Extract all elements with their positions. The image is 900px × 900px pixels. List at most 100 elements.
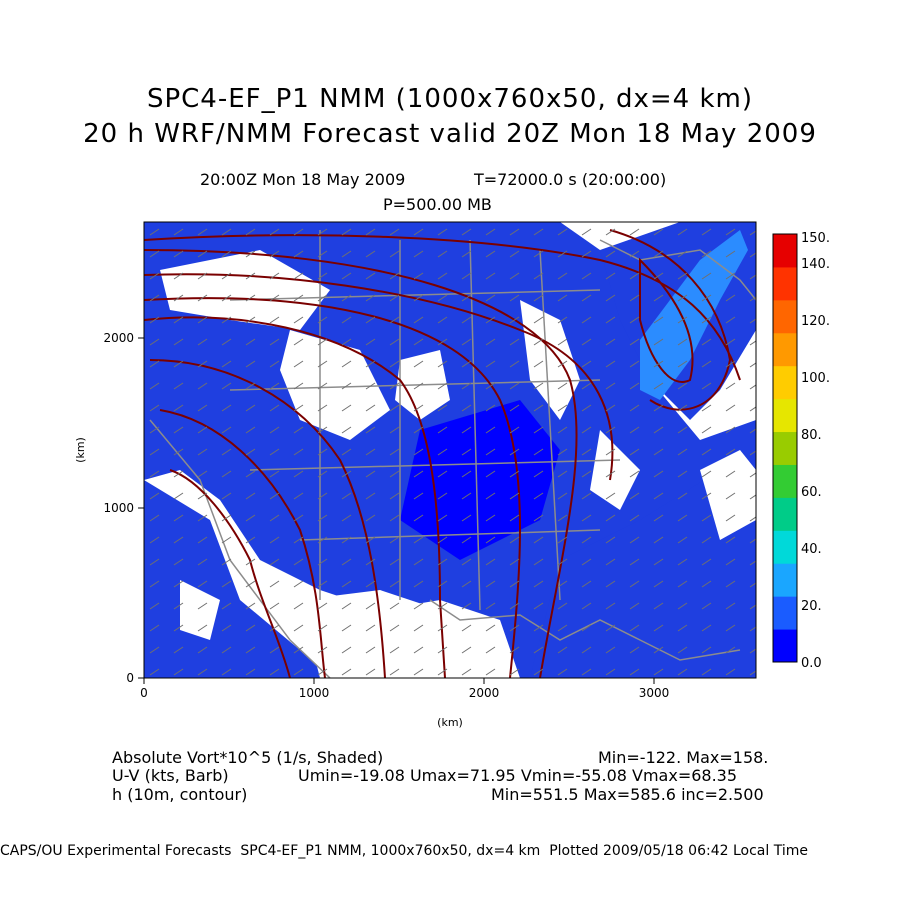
wind-barb bbox=[389, 426, 400, 434]
wind-barb bbox=[149, 646, 160, 654]
colorbar-segment bbox=[773, 629, 797, 663]
wind-barb bbox=[413, 646, 424, 654]
wind-barb bbox=[173, 382, 184, 390]
wind-barb bbox=[269, 602, 280, 610]
wind-barb bbox=[149, 228, 160, 236]
wind-barb bbox=[149, 272, 160, 280]
wind-barb bbox=[509, 602, 520, 610]
wind-barb bbox=[437, 558, 448, 566]
wind-barb bbox=[485, 338, 496, 346]
wind-barb bbox=[413, 404, 424, 412]
wind-barb bbox=[701, 646, 712, 654]
wind-barb bbox=[245, 668, 256, 676]
wind-barb bbox=[653, 338, 664, 346]
wind-barb bbox=[173, 580, 184, 588]
wind-barb bbox=[269, 294, 280, 302]
wind-barb bbox=[413, 316, 424, 324]
wind-barb bbox=[605, 514, 616, 522]
wind-barb bbox=[653, 272, 664, 280]
wind-barb bbox=[509, 580, 520, 588]
wind-barb bbox=[461, 536, 472, 544]
wind-barb bbox=[677, 228, 688, 236]
wind-barb bbox=[677, 624, 688, 632]
wind-barb bbox=[221, 338, 232, 346]
colorbar-segment bbox=[773, 332, 797, 367]
wind-barb bbox=[725, 470, 736, 478]
wind-barb bbox=[269, 558, 280, 566]
wind-barb bbox=[557, 492, 568, 500]
y-tick-2000: 2000 bbox=[103, 331, 134, 345]
wind-barb bbox=[293, 250, 304, 258]
wind-barb bbox=[317, 492, 328, 500]
wind-barb bbox=[437, 624, 448, 632]
wind-barb bbox=[653, 448, 664, 456]
wind-barb bbox=[293, 404, 304, 412]
wind-barb bbox=[581, 316, 592, 324]
wind-barb bbox=[269, 360, 280, 368]
wind-barb bbox=[653, 580, 664, 588]
wind-barb bbox=[533, 338, 544, 346]
colorbar-labels: 0.0 20. 40. 60. 80. 100. 120. 140. 150. bbox=[801, 231, 830, 671]
wind-barb bbox=[245, 580, 256, 588]
wind-barb bbox=[245, 316, 256, 324]
wind-barb bbox=[293, 316, 304, 324]
wind-barb bbox=[749, 538, 756, 544]
wind-barb bbox=[629, 294, 640, 302]
wind-barb bbox=[245, 536, 256, 544]
wind-barb bbox=[581, 514, 592, 522]
wind-barb bbox=[245, 470, 256, 478]
wind-barb bbox=[413, 492, 424, 500]
wind-barb bbox=[629, 228, 640, 236]
wind-barb bbox=[269, 228, 280, 236]
wind-barb bbox=[533, 272, 544, 280]
wind-barb bbox=[701, 228, 712, 236]
wind-barb bbox=[389, 448, 400, 456]
wind-barb bbox=[293, 558, 304, 566]
wind-barb bbox=[317, 624, 328, 632]
wind-barb bbox=[317, 646, 328, 654]
wind-barb bbox=[461, 514, 472, 522]
wind-barb bbox=[629, 492, 640, 500]
valid-time-label: 20:00Z Mon 18 May 2009 bbox=[200, 170, 406, 189]
wind-barb bbox=[341, 514, 352, 522]
wind-barb bbox=[173, 558, 184, 566]
wind-barb bbox=[269, 668, 280, 676]
wind-barb bbox=[317, 404, 328, 412]
wind-barb bbox=[173, 668, 184, 676]
wind-barb bbox=[341, 602, 352, 610]
wind-barb bbox=[701, 316, 712, 324]
wind-barb bbox=[437, 272, 448, 280]
wind-barb bbox=[509, 404, 520, 412]
wind-barb bbox=[149, 602, 160, 610]
forecast-seconds-label: T=72000.0 s (20:00:00) bbox=[474, 170, 667, 189]
wind-barb bbox=[749, 516, 756, 522]
wind-barb bbox=[149, 624, 160, 632]
wind-barb bbox=[677, 294, 688, 302]
wind-barb bbox=[605, 624, 616, 632]
wind-barb bbox=[413, 228, 424, 236]
wind-barb bbox=[653, 646, 664, 654]
wind-barb bbox=[581, 448, 592, 456]
wind-barb bbox=[701, 624, 712, 632]
wind-barb bbox=[725, 580, 736, 588]
wind-barb bbox=[461, 602, 472, 610]
wind-barb bbox=[605, 558, 616, 566]
wind-barb bbox=[413, 250, 424, 258]
wind-barb bbox=[653, 470, 664, 478]
wind-barb bbox=[725, 404, 736, 412]
wind-barb bbox=[245, 250, 256, 258]
wind-barb bbox=[605, 470, 616, 478]
wind-barb bbox=[293, 360, 304, 368]
wind-barb bbox=[317, 360, 328, 368]
wind-barb bbox=[605, 294, 616, 302]
wind-barb bbox=[533, 514, 544, 522]
wind-barb bbox=[749, 340, 756, 346]
colorbar-segment bbox=[773, 266, 797, 301]
wind-barb bbox=[413, 514, 424, 522]
wind-barb bbox=[701, 580, 712, 588]
wind-barb bbox=[509, 470, 520, 478]
wind-barb bbox=[701, 272, 712, 280]
wind-barb bbox=[725, 316, 736, 324]
wind-barb bbox=[269, 426, 280, 434]
wind-barb bbox=[677, 382, 688, 390]
